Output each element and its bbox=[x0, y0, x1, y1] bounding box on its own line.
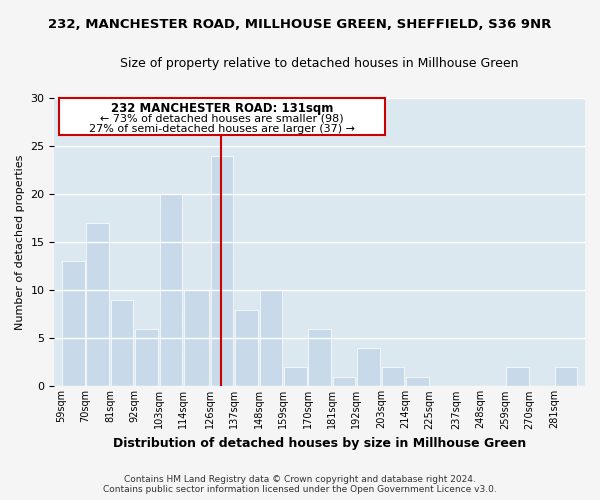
Title: Size of property relative to detached houses in Millhouse Green: Size of property relative to detached ho… bbox=[121, 58, 519, 70]
Bar bbox=[235, 310, 257, 386]
Bar bbox=[211, 156, 233, 386]
Bar bbox=[260, 290, 282, 386]
Bar bbox=[555, 367, 577, 386]
Bar bbox=[406, 377, 428, 386]
Text: Contains HM Land Registry data © Crown copyright and database right 2024.: Contains HM Land Registry data © Crown c… bbox=[124, 474, 476, 484]
Bar bbox=[184, 290, 209, 386]
Bar bbox=[308, 328, 331, 386]
Y-axis label: Number of detached properties: Number of detached properties bbox=[15, 154, 25, 330]
Bar bbox=[136, 328, 158, 386]
Text: 27% of semi-detached houses are larger (37) →: 27% of semi-detached houses are larger (… bbox=[89, 124, 355, 134]
Text: ← 73% of detached houses are smaller (98): ← 73% of detached houses are smaller (98… bbox=[100, 114, 344, 124]
Bar bbox=[160, 194, 182, 386]
Text: 232, MANCHESTER ROAD, MILLHOUSE GREEN, SHEFFIELD, S36 9NR: 232, MANCHESTER ROAD, MILLHOUSE GREEN, S… bbox=[49, 18, 551, 30]
Bar bbox=[382, 367, 404, 386]
Bar bbox=[86, 223, 109, 386]
Text: Contains public sector information licensed under the Open Government Licence v3: Contains public sector information licen… bbox=[103, 484, 497, 494]
Bar bbox=[111, 300, 133, 386]
Bar bbox=[506, 367, 529, 386]
X-axis label: Distribution of detached houses by size in Millhouse Green: Distribution of detached houses by size … bbox=[113, 437, 526, 450]
Bar bbox=[358, 348, 380, 387]
Bar bbox=[62, 262, 85, 386]
Text: 232 MANCHESTER ROAD: 131sqm: 232 MANCHESTER ROAD: 131sqm bbox=[111, 102, 333, 116]
FancyBboxPatch shape bbox=[59, 98, 385, 134]
Bar bbox=[284, 367, 307, 386]
Bar bbox=[333, 377, 355, 386]
